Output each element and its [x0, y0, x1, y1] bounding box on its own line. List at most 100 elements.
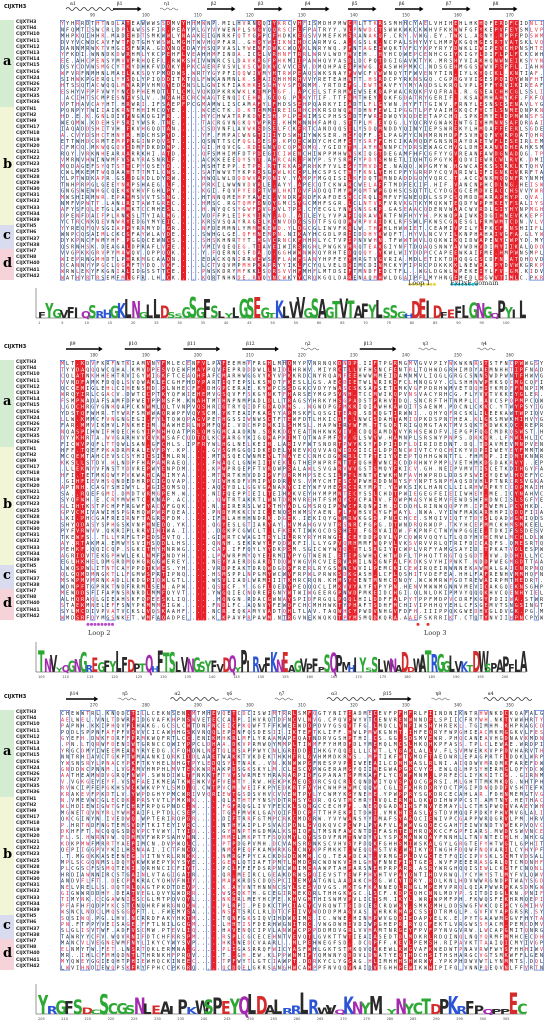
residue: Y — [464, 139, 467, 145]
residue: H — [142, 108, 145, 114]
residue: S — [116, 454, 119, 460]
residue: E — [263, 139, 266, 145]
residue: D — [76, 367, 79, 373]
residue: Q — [152, 263, 155, 269]
residue: H — [439, 40, 442, 46]
residue: Y — [444, 46, 447, 52]
residue: S — [232, 207, 235, 213]
residue: D — [167, 21, 170, 27]
residue: S — [132, 541, 135, 547]
residue: K — [495, 201, 498, 207]
residue: C — [364, 58, 367, 64]
residue: W — [313, 52, 317, 58]
residue: M — [288, 77, 291, 83]
residue: F — [374, 108, 377, 114]
residue: T — [122, 361, 125, 367]
residue: S — [91, 27, 94, 33]
residue: Y — [318, 257, 321, 263]
residue: W — [384, 71, 388, 77]
sequence-name: ClJXTH3 — [16, 20, 60, 26]
residue: V — [424, 40, 427, 46]
residue: W — [444, 127, 448, 133]
residue: C — [434, 251, 437, 257]
similarity-box — [140, 20, 146, 281]
residue: Q — [278, 145, 281, 151]
residue: M — [298, 120, 301, 126]
residue: F — [328, 195, 331, 201]
residue: Q — [81, 411, 84, 417]
residue: M — [535, 238, 538, 244]
residue: L — [227, 176, 230, 182]
residue: H — [96, 189, 99, 195]
residue: . — [192, 108, 195, 114]
residue: N — [419, 133, 422, 139]
residue: C — [207, 158, 210, 164]
residue: R — [464, 89, 468, 95]
residue: M — [227, 195, 230, 201]
residue: D — [86, 127, 89, 133]
residue: L — [91, 392, 94, 398]
sequence-name: ClJXTH17 — [16, 125, 60, 131]
residue: A — [227, 46, 230, 52]
residue: M — [61, 361, 64, 367]
residue: F — [127, 535, 130, 541]
residue: . — [157, 263, 160, 269]
residue: K — [520, 58, 523, 64]
residue: V — [474, 207, 477, 213]
residue: T — [76, 411, 79, 417]
residue: D — [162, 77, 165, 83]
residue: R — [81, 597, 85, 603]
residue: W — [449, 207, 453, 213]
residue: A — [404, 58, 407, 64]
residue: C — [91, 485, 94, 491]
residue: K — [454, 263, 457, 269]
residue: . — [197, 108, 200, 114]
residue: S — [96, 164, 99, 170]
residue: Y — [333, 58, 336, 64]
residue: Y — [409, 170, 412, 176]
residue: W — [91, 108, 95, 114]
residue: K — [207, 89, 210, 95]
residue: F — [101, 467, 104, 473]
residue: A — [212, 257, 215, 263]
residue: Q — [192, 77, 195, 83]
residue: P — [273, 170, 276, 176]
residue: L — [459, 83, 462, 89]
residue: H — [510, 207, 513, 213]
residue: R — [81, 182, 85, 188]
residue: C — [157, 108, 160, 114]
residue: . — [182, 189, 185, 195]
residue: M — [167, 145, 170, 151]
residue: S — [379, 158, 382, 164]
residue: Q — [237, 71, 240, 77]
residue: D — [384, 114, 387, 120]
residue: R — [61, 151, 65, 157]
residue: A — [61, 597, 64, 603]
residue: H — [500, 89, 503, 95]
residue: M — [86, 603, 89, 609]
residue: K — [142, 151, 145, 157]
residue: M — [515, 114, 518, 120]
sequence-name: ClJXTH23 — [16, 502, 60, 508]
residue: I — [132, 269, 135, 275]
residue: V — [202, 213, 205, 219]
residue: Y — [505, 207, 508, 213]
residue: G — [101, 597, 104, 603]
residue: L — [248, 89, 251, 95]
residue: F — [384, 201, 387, 207]
residue: R — [444, 58, 448, 64]
residue: I — [464, 238, 467, 244]
residue: P — [353, 189, 356, 195]
residue: G — [328, 207, 331, 213]
residue: P — [76, 238, 79, 244]
residue: L — [232, 127, 235, 133]
residue: W — [495, 220, 499, 226]
residue: W — [101, 367, 105, 373]
residue: K — [268, 65, 271, 71]
residue: . — [187, 164, 190, 170]
residue: L — [389, 226, 392, 232]
residue: E — [61, 560, 64, 566]
residue: S — [132, 213, 135, 219]
residue: M — [474, 189, 477, 195]
residue: P — [101, 609, 104, 615]
